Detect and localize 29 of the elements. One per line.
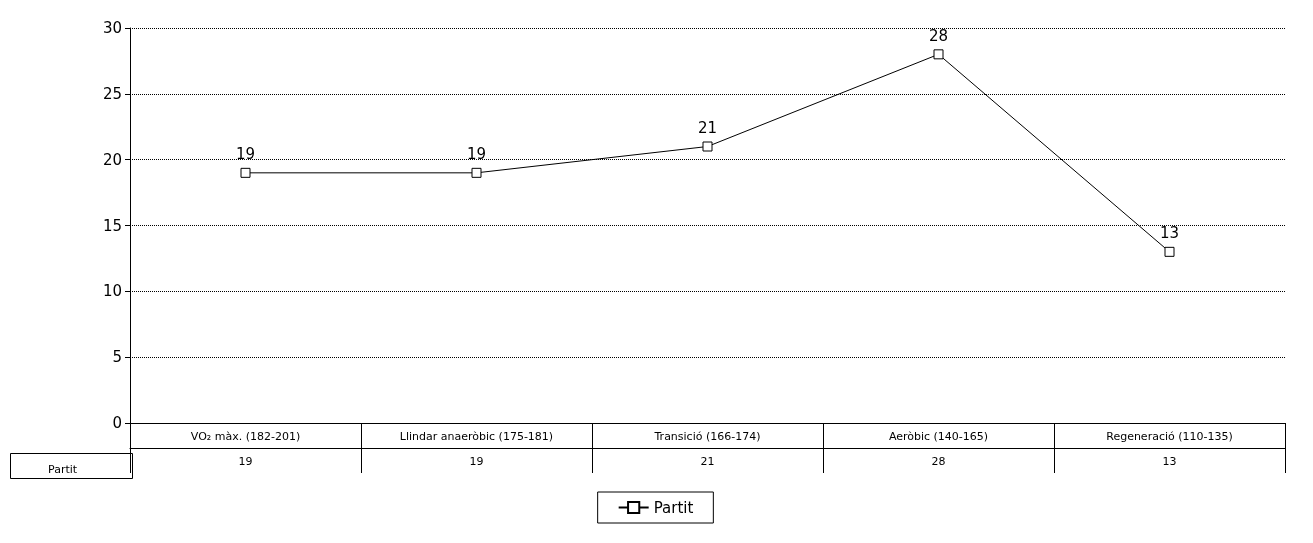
x-tick-label: Llindar anaeròbic (175-181) xyxy=(399,430,554,443)
x-tick-label: VO₂ màx. (182-201) xyxy=(190,430,301,443)
y-tick-label: 5 xyxy=(112,348,122,367)
x-tick-label: Regeneració (110-135) xyxy=(1106,430,1233,443)
y-tick-label: 0 xyxy=(112,414,122,432)
text: 19 xyxy=(238,455,253,468)
y-tick-label: 10 xyxy=(102,282,122,301)
text: 19 xyxy=(469,455,484,468)
text: Partit xyxy=(48,463,78,476)
y-tick-label: 30 xyxy=(102,19,122,37)
x-tick-label: Transició (166-174) xyxy=(653,430,761,443)
y-tick-label: 15 xyxy=(102,216,122,235)
text: 13 xyxy=(1162,455,1177,468)
y-tick-label: 20 xyxy=(102,150,122,169)
point xyxy=(471,167,482,178)
y-tick-label: 25 xyxy=(102,84,122,103)
text: 28 xyxy=(931,455,946,468)
text: 21 xyxy=(700,455,715,468)
point xyxy=(240,167,251,178)
point xyxy=(1164,246,1175,257)
point xyxy=(702,141,713,152)
data-label: 21 xyxy=(697,119,718,137)
data-label: 19 xyxy=(235,145,256,164)
point xyxy=(933,49,944,60)
x-tick-label: Aeròbic (140-165) xyxy=(888,430,989,443)
data-label: 28 xyxy=(928,26,949,45)
legend-label: Partit xyxy=(653,498,694,517)
data-label: 19 xyxy=(466,145,487,164)
data-label: 13 xyxy=(1159,224,1180,243)
